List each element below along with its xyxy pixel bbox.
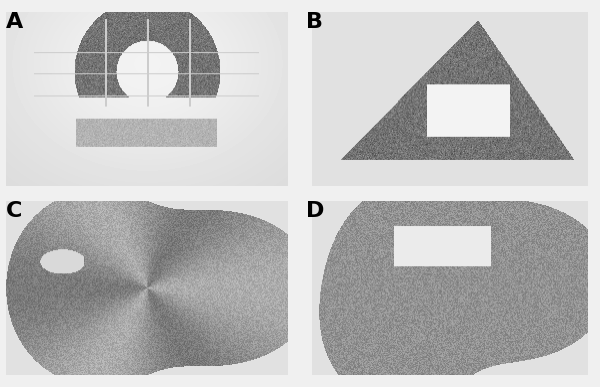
Text: A: A (6, 12, 23, 32)
Text: D: D (306, 201, 325, 221)
Text: C: C (6, 201, 22, 221)
Text: B: B (306, 12, 323, 32)
